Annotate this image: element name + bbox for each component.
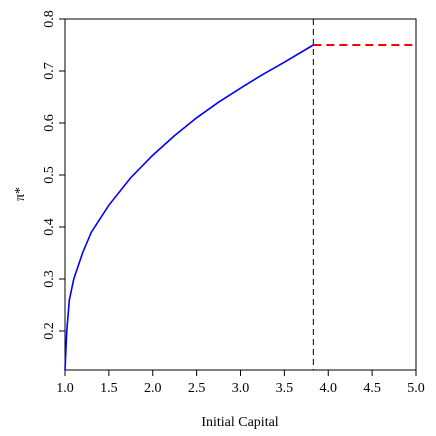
x-tick-label: 1.5 — [100, 381, 118, 396]
x-tick-label: 3.0 — [232, 381, 250, 396]
y-tick-label: 0.5 — [42, 166, 57, 184]
y-tick-label: 0.7 — [42, 62, 57, 80]
x-tick-label: 1.0 — [56, 381, 74, 396]
y-tick-label: 0.4 — [42, 218, 57, 236]
x-tick-label: 2.0 — [144, 381, 162, 396]
x-axis-label: Initial Capital — [201, 415, 278, 430]
y-tick-label: 0.3 — [42, 270, 57, 288]
series-line — [64, 44, 314, 371]
x-tick-label: 3.5 — [276, 381, 294, 396]
x-tick-label: 5.0 — [407, 381, 425, 396]
y-tick-label: 0.2 — [42, 322, 57, 340]
y-tick-label: 0.6 — [42, 114, 57, 132]
y-axis-label: π* — [13, 187, 28, 201]
x-tick-label: 4.0 — [320, 381, 338, 396]
x-tick-label: 2.5 — [188, 381, 206, 396]
x-tick-label: 4.5 — [363, 381, 381, 396]
y-tick-label: 0.8 — [42, 10, 57, 28]
